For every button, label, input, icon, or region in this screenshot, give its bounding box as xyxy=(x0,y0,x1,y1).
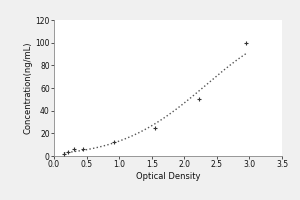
X-axis label: Optical Density: Optical Density xyxy=(136,172,200,181)
Y-axis label: Concentration(ng/mL): Concentration(ng/mL) xyxy=(24,42,33,134)
